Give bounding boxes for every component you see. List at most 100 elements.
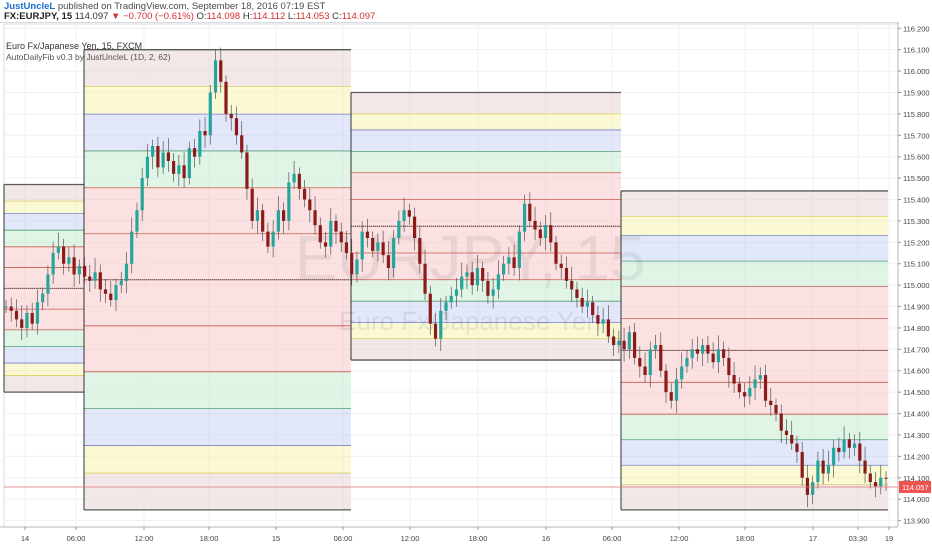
low-value: 114.053 [295, 11, 330, 22]
price-chart[interactable]: EURJPY, 15 Euro Fx/Japanese Yen 113.900 114… [0, 22, 932, 550]
candle-body [14, 310, 19, 320]
price-tick-label: 115.000 [903, 281, 930, 290]
fib-band [351, 253, 621, 280]
candle-body [596, 315, 600, 324]
publish-header: JustUncleL published on TradingView.com,… [0, 0, 932, 23]
candle-body [811, 482, 815, 495]
symbol-label[interactable]: FX:EURJPY, 15 [4, 11, 73, 22]
candle-body [386, 255, 390, 269]
candle-body [559, 263, 563, 269]
candle-body [496, 274, 500, 290]
candle-body [711, 353, 715, 363]
time-tick-label: 18:00 [469, 534, 488, 543]
fib-band [621, 261, 888, 287]
candle-body [192, 148, 197, 157]
time-tick-label: 06:00 [67, 534, 86, 543]
candle-body [276, 210, 280, 232]
candle-body [632, 332, 637, 358]
candle-body [439, 310, 443, 339]
candle-body [832, 447, 836, 465]
high-label: H: [242, 11, 253, 22]
candle-body [549, 225, 553, 243]
fib-band [621, 318, 888, 351]
open-label: O: [196, 11, 207, 22]
watermark-symbol: EURJPY, 15 [295, 222, 646, 294]
candle-body [255, 210, 260, 221]
price-tick-label: 114.000 [903, 495, 930, 504]
candle-body [591, 302, 595, 316]
high-value: 114.112 [252, 11, 286, 22]
fib-band [621, 235, 888, 262]
fib-band [621, 465, 888, 485]
fib-band [84, 86, 351, 115]
candle-body [318, 225, 322, 243]
candle-body [695, 349, 700, 354]
candle-body [622, 340, 626, 350]
candle-body [339, 231, 343, 243]
candle-body [323, 242, 328, 247]
open-value: 114.098 [206, 11, 241, 22]
low-label: L: [287, 11, 296, 22]
candle-body [297, 173, 301, 189]
time-tick-label: 18:00 [736, 534, 755, 543]
change-arrow-icon: ▼ [111, 11, 121, 22]
candle-body [570, 280, 574, 290]
candle-body [706, 345, 710, 354]
price-tick-label: 114.400 [903, 410, 930, 419]
candle-body [213, 60, 218, 93]
candle-body [360, 231, 364, 260]
candle-body [355, 259, 359, 275]
price-tick-label: 114.200 [903, 452, 930, 461]
candle-body [82, 265, 87, 277]
candle-body [512, 257, 516, 269]
candle-body [130, 231, 134, 264]
candle-body [879, 477, 883, 487]
fib-band [621, 286, 888, 319]
last-price-tag [899, 480, 931, 493]
candle-body [282, 210, 286, 221]
candle-body [659, 345, 663, 371]
candle-body [93, 272, 97, 281]
candle-body [601, 319, 605, 324]
candle-body [9, 306, 13, 311]
candle-body [669, 392, 673, 401]
candle-body [371, 238, 375, 251]
close-label: C: [332, 11, 342, 22]
price-tick-label: 116.100 [903, 46, 930, 55]
candle-body [25, 312, 29, 328]
author-link[interactable]: JustUncleL [4, 1, 56, 12]
candle-body [722, 349, 726, 358]
fib-band [4, 309, 84, 330]
fib-band [84, 325, 351, 372]
candle-body [763, 375, 768, 401]
candle-body [344, 242, 349, 254]
indicator-legend[interactable]: AutoDailyFib v0.3 by JustUncleL (1D, 2, … [6, 52, 171, 62]
candle-body [868, 473, 872, 483]
candle-body [182, 165, 186, 179]
candle-body [454, 289, 459, 296]
candle-body [805, 477, 810, 495]
instrument-legend[interactable]: Euro Fx/Japanese Yen, 15, FXCM [6, 41, 143, 51]
fib-band [351, 226, 621, 254]
candle-body [292, 173, 296, 183]
time-tick-label: 12:00 [670, 534, 689, 543]
candle-body [486, 280, 490, 296]
candle-body [507, 257, 511, 264]
fib-band [84, 371, 351, 409]
candle-body [701, 345, 705, 354]
candle-body [41, 293, 45, 303]
candle-body [475, 268, 480, 286]
candle-body [470, 272, 474, 286]
candle-body [240, 135, 244, 153]
candle-body [690, 349, 694, 358]
candle-body [124, 263, 129, 281]
fib-band [351, 301, 621, 323]
candle-body [685, 357, 689, 367]
price-tick-label: 114.100 [903, 474, 930, 483]
candle-body [638, 357, 642, 367]
candle-body [119, 280, 123, 286]
time-tick-label: 12:00 [135, 534, 154, 543]
candle-body [680, 366, 684, 380]
change-value: −0.700 (−0.61%) [123, 11, 194, 22]
candle-body [308, 199, 312, 211]
